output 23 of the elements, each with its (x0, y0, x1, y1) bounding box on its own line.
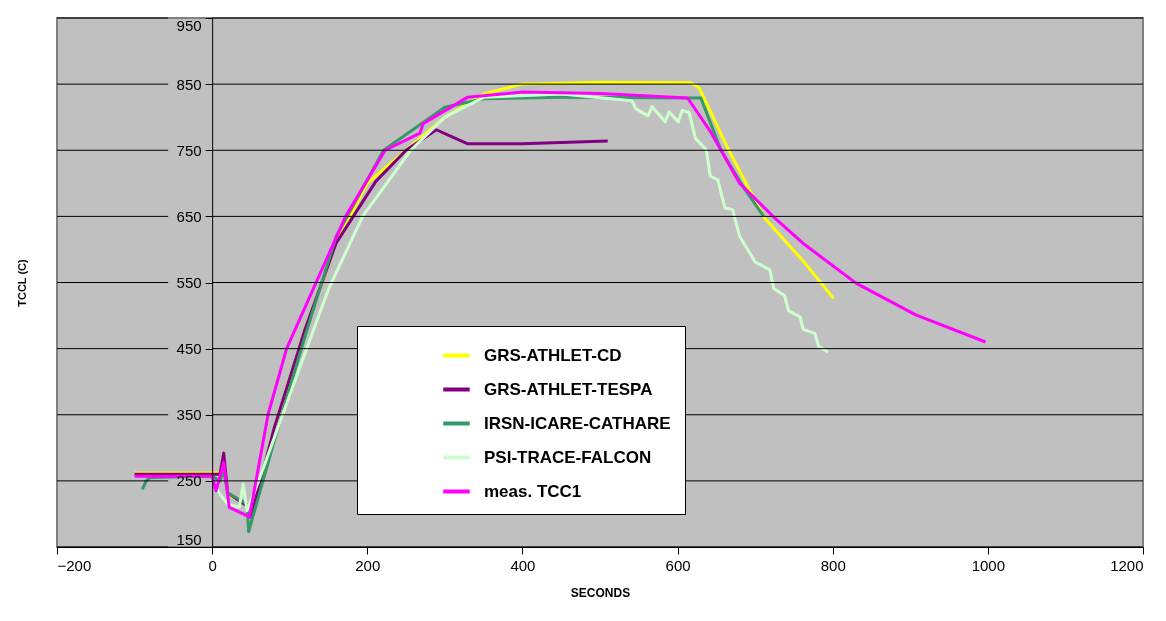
x-tick-label: 1200 (1110, 556, 1144, 574)
x-tick-label: 400 (510, 556, 536, 574)
legend-label: PSI-TRACE-FALCON (484, 447, 652, 467)
legend-label: IRSN-ICARE-CATHARE (484, 413, 671, 433)
x-axis-title: SECONDS (570, 585, 631, 600)
legend-label: meas. TCC1 (484, 481, 582, 501)
y-tick-label: 950 (176, 16, 202, 34)
y-tick-label: 350 (176, 406, 202, 424)
y-tick-label: 450 (176, 340, 202, 358)
y-tick-label: 550 (176, 274, 202, 291)
y-tick-label: 750 (176, 141, 202, 159)
legend-label: GRS-ATHLET-CD (484, 345, 622, 365)
x-tick-label: 800 (820, 556, 846, 574)
y-tick-label: 850 (176, 75, 202, 93)
y-axis-title: TCCL (C) (15, 258, 28, 307)
x-tick-label: 1000 (971, 556, 1006, 574)
y-tick-label: 650 (176, 207, 202, 225)
legend-label: GRS-ATHLET-TESPA (484, 379, 653, 399)
y-tick-label: 150 (176, 530, 202, 548)
x-tick-label: 600 (665, 556, 691, 574)
x-tick-label: −200 (57, 556, 92, 574)
x-tick-label: 0 (208, 556, 217, 574)
x-tick-label: 200 (355, 556, 381, 574)
